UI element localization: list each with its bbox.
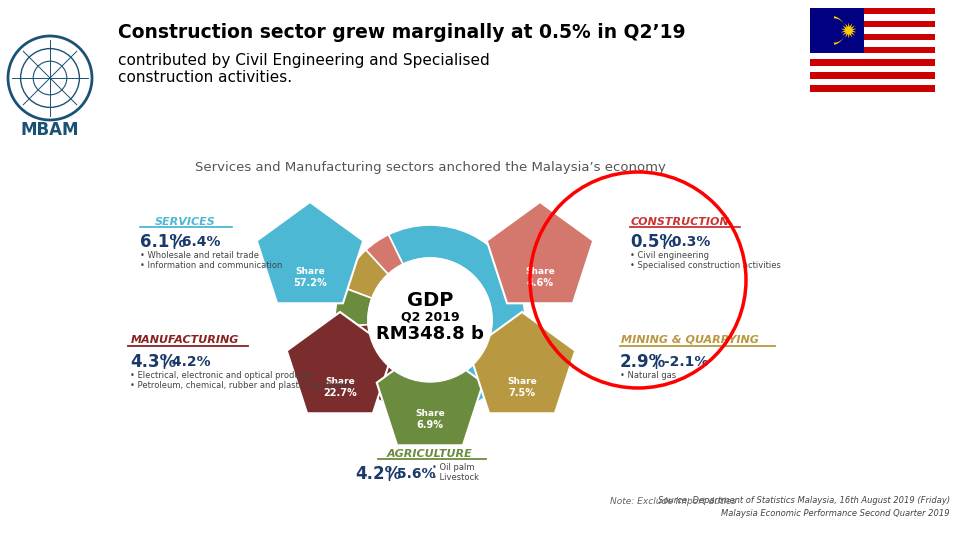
Polygon shape: [256, 202, 363, 303]
Text: | 0.3%: | 0.3%: [662, 235, 710, 249]
Bar: [810, 53, 935, 59]
Text: • Oil palm: • Oil palm: [432, 463, 474, 472]
Bar: [810, 92, 935, 98]
Text: Share: Share: [525, 267, 555, 276]
Polygon shape: [487, 202, 593, 303]
Text: • Electrical, electronic and optical products: • Electrical, electronic and optical pro…: [130, 372, 312, 381]
Circle shape: [368, 258, 492, 382]
Text: | -2.1%: | -2.1%: [654, 355, 708, 369]
Text: Source: Department of Statistics Malaysia, 16th August 2019 (Friday)
Malaysia Ec: Source: Department of Statistics Malaysi…: [658, 496, 950, 518]
Text: SERVICES: SERVICES: [155, 217, 215, 227]
Bar: [810, 28, 935, 33]
Text: Services and Manufacturing sectors anchored the Malaysia’s economy: Services and Manufacturing sectors ancho…: [195, 161, 665, 174]
Bar: [810, 15, 935, 21]
Text: 2.9%: 2.9%: [620, 353, 666, 371]
Wedge shape: [389, 225, 525, 415]
Polygon shape: [468, 312, 575, 413]
Bar: [810, 85, 935, 92]
Text: 22.7%: 22.7%: [324, 388, 357, 398]
Bar: [810, 33, 935, 40]
Text: 0.5%: 0.5%: [630, 233, 676, 251]
Circle shape: [822, 18, 846, 43]
Wedge shape: [366, 234, 403, 274]
Polygon shape: [376, 344, 483, 446]
Bar: [810, 46, 935, 53]
Text: 6.1%: 6.1%: [140, 233, 186, 251]
Text: Share: Share: [295, 267, 324, 276]
Text: RM348.8 b: RM348.8 b: [376, 325, 484, 343]
Text: Q2 2019: Q2 2019: [400, 310, 459, 323]
Text: 4.3%: 4.3%: [130, 353, 177, 371]
Text: MBAM: MBAM: [21, 121, 80, 139]
Text: CONSTRUCTION: CONSTRUCTION: [631, 217, 730, 227]
Text: • Information and communication: • Information and communication: [140, 261, 282, 271]
Bar: [810, 21, 935, 28]
Text: AGRICULTURE: AGRICULTURE: [387, 449, 473, 459]
Wedge shape: [335, 287, 372, 327]
Bar: [810, 8, 935, 15]
Text: • Wholesale and retail trade: • Wholesale and retail trade: [140, 252, 259, 260]
Text: 7.5%: 7.5%: [509, 388, 536, 398]
Text: • Livestock: • Livestock: [432, 474, 479, 483]
Text: Share: Share: [507, 377, 537, 387]
Text: • Natural gas: • Natural gas: [620, 372, 676, 381]
Text: Share: Share: [325, 377, 355, 387]
Wedge shape: [335, 325, 425, 415]
Text: | 4.2%: | 4.2%: [162, 355, 210, 369]
Wedge shape: [341, 250, 388, 298]
Text: • Civil engineering: • Civil engineering: [630, 252, 709, 260]
Bar: [810, 59, 935, 66]
Text: GDP: GDP: [407, 291, 453, 309]
Text: • Petroleum, chemical, rubber and plastics products: • Petroleum, chemical, rubber and plasti…: [130, 381, 349, 390]
Text: | 5.6%: | 5.6%: [387, 467, 436, 481]
Wedge shape: [830, 16, 845, 45]
Text: Note: Exclude Import duties: Note: Exclude Import duties: [610, 497, 736, 507]
Text: 6.9%: 6.9%: [417, 420, 444, 430]
Polygon shape: [841, 22, 856, 38]
Bar: [810, 8, 864, 53]
Bar: [810, 66, 935, 72]
Bar: [810, 72, 935, 79]
Text: 4.6%: 4.6%: [526, 278, 554, 288]
Text: MANUFACTURING: MANUFACTURING: [131, 335, 239, 345]
Bar: [810, 40, 935, 46]
Text: • Specialised construction activities: • Specialised construction activities: [630, 261, 780, 271]
Text: 4.2%: 4.2%: [355, 465, 401, 483]
Text: MINING & QUARRYING: MINING & QUARRYING: [621, 335, 759, 345]
Bar: [810, 79, 935, 85]
Text: | 6.4%: | 6.4%: [172, 235, 221, 249]
Text: construction activities.: construction activities.: [118, 71, 292, 85]
Text: 57.2%: 57.2%: [293, 278, 326, 288]
Text: contributed by Civil Engineering and Specialised: contributed by Civil Engineering and Spe…: [118, 52, 490, 68]
Text: Share: Share: [415, 409, 444, 418]
Polygon shape: [287, 312, 394, 413]
Circle shape: [8, 36, 92, 120]
Text: Construction sector grew marginally at 0.5% in Q2’19: Construction sector grew marginally at 0…: [118, 23, 685, 42]
